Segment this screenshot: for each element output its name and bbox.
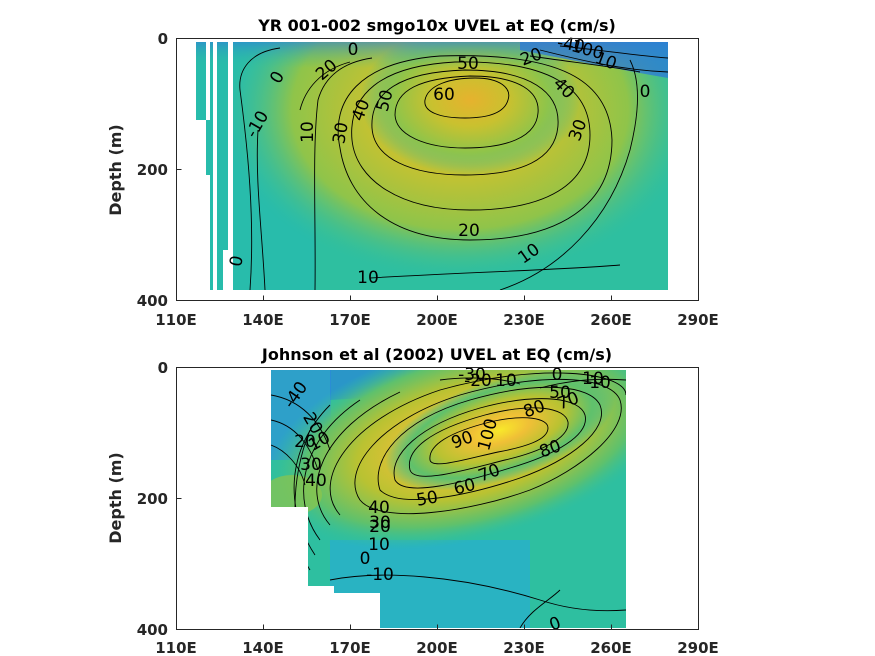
x-tick-label: 140E bbox=[242, 311, 284, 329]
contour-label: 10 bbox=[298, 121, 318, 143]
x-tick-label: 170E bbox=[329, 311, 371, 329]
x-tick-label: 140E bbox=[242, 639, 284, 656]
contour-label: 20 bbox=[458, 221, 480, 241]
y-tick-label: 0 bbox=[158, 30, 168, 48]
contour-label: -20 bbox=[464, 371, 492, 391]
contour-label: 0 bbox=[552, 365, 563, 385]
contour-label: 10 bbox=[495, 371, 517, 391]
contour-label: 30 bbox=[300, 455, 322, 475]
x-tick-label: 290E bbox=[677, 639, 719, 656]
contour-label: 60 bbox=[433, 85, 455, 105]
contour-label: 10 bbox=[357, 268, 379, 288]
x-tick-label: 200E bbox=[416, 639, 458, 656]
y-tick-label: 400 bbox=[137, 621, 168, 639]
contour-label: -30 bbox=[458, 365, 486, 385]
contour-label: 30 bbox=[369, 513, 391, 533]
x-tick-label: 110E bbox=[155, 639, 197, 656]
panel-1-contours bbox=[239, 45, 668, 290]
contour-label: 50 bbox=[549, 383, 571, 403]
x-tick-label: 170E bbox=[329, 639, 371, 656]
contour-label: 50 bbox=[415, 487, 440, 510]
contour-label: -40 bbox=[555, 33, 586, 58]
contour-label: 20 bbox=[294, 432, 316, 452]
panel-1-title: YR 001-002 smgo10x UVEL at EQ (cm/s) bbox=[257, 16, 616, 35]
panel-1-axes: 0 200 400 110E 140E 170E 200E 230E 260E … bbox=[106, 30, 719, 329]
x-tick-label: 260E bbox=[590, 311, 632, 329]
y-tick-label: 200 bbox=[137, 490, 168, 508]
panel-1-gap bbox=[206, 42, 210, 120]
contour-label: 0 bbox=[226, 254, 248, 268]
x-tick-label: 110E bbox=[155, 311, 197, 329]
panel-1-field bbox=[196, 42, 668, 290]
contour-label: -10 bbox=[583, 373, 611, 393]
contour-label: 20 bbox=[369, 517, 391, 537]
contour-label: 30 bbox=[329, 121, 352, 146]
x-tick-label: 230E bbox=[503, 311, 545, 329]
panel-2-axes: 0 200 400 110E 140E 170E 200E 230E 260E … bbox=[106, 359, 719, 656]
panel-2-title: Johnson et al (2002) UVEL at EQ (cm/s) bbox=[261, 345, 612, 364]
contour-label: 40 bbox=[368, 498, 390, 518]
y-tick-label: 200 bbox=[137, 161, 168, 179]
contour-label: 50 bbox=[457, 54, 479, 74]
panel-1-gap bbox=[228, 42, 233, 292]
contour-label: 0 bbox=[348, 40, 359, 60]
contour-label: 10 bbox=[582, 369, 604, 389]
x-tick-label: 200E bbox=[416, 311, 458, 329]
contour-label: 0 bbox=[360, 549, 371, 569]
x-tick-label: 230E bbox=[503, 639, 545, 656]
y-tick-label: 400 bbox=[137, 292, 168, 310]
x-tick-label: 260E bbox=[590, 639, 632, 656]
y-tick-label: 0 bbox=[158, 359, 168, 377]
x-tick-label: 290E bbox=[677, 311, 719, 329]
contour-label: 10 bbox=[368, 535, 390, 555]
panel-1-gap bbox=[213, 42, 217, 292]
panel-2: Johnson et al (2002) UVEL at EQ (cm/s) bbox=[106, 345, 719, 656]
y-axis-label: Depth (m) bbox=[106, 452, 125, 544]
y-axis-label: Depth (m) bbox=[106, 124, 125, 216]
panel-1: YR 001-002 smgo10x UVEL at EQ (cm/s) bbox=[106, 16, 719, 329]
contour-label: -10 bbox=[366, 565, 394, 585]
contour-label: 0 bbox=[640, 82, 651, 102]
contour-label: 40 bbox=[305, 471, 327, 491]
